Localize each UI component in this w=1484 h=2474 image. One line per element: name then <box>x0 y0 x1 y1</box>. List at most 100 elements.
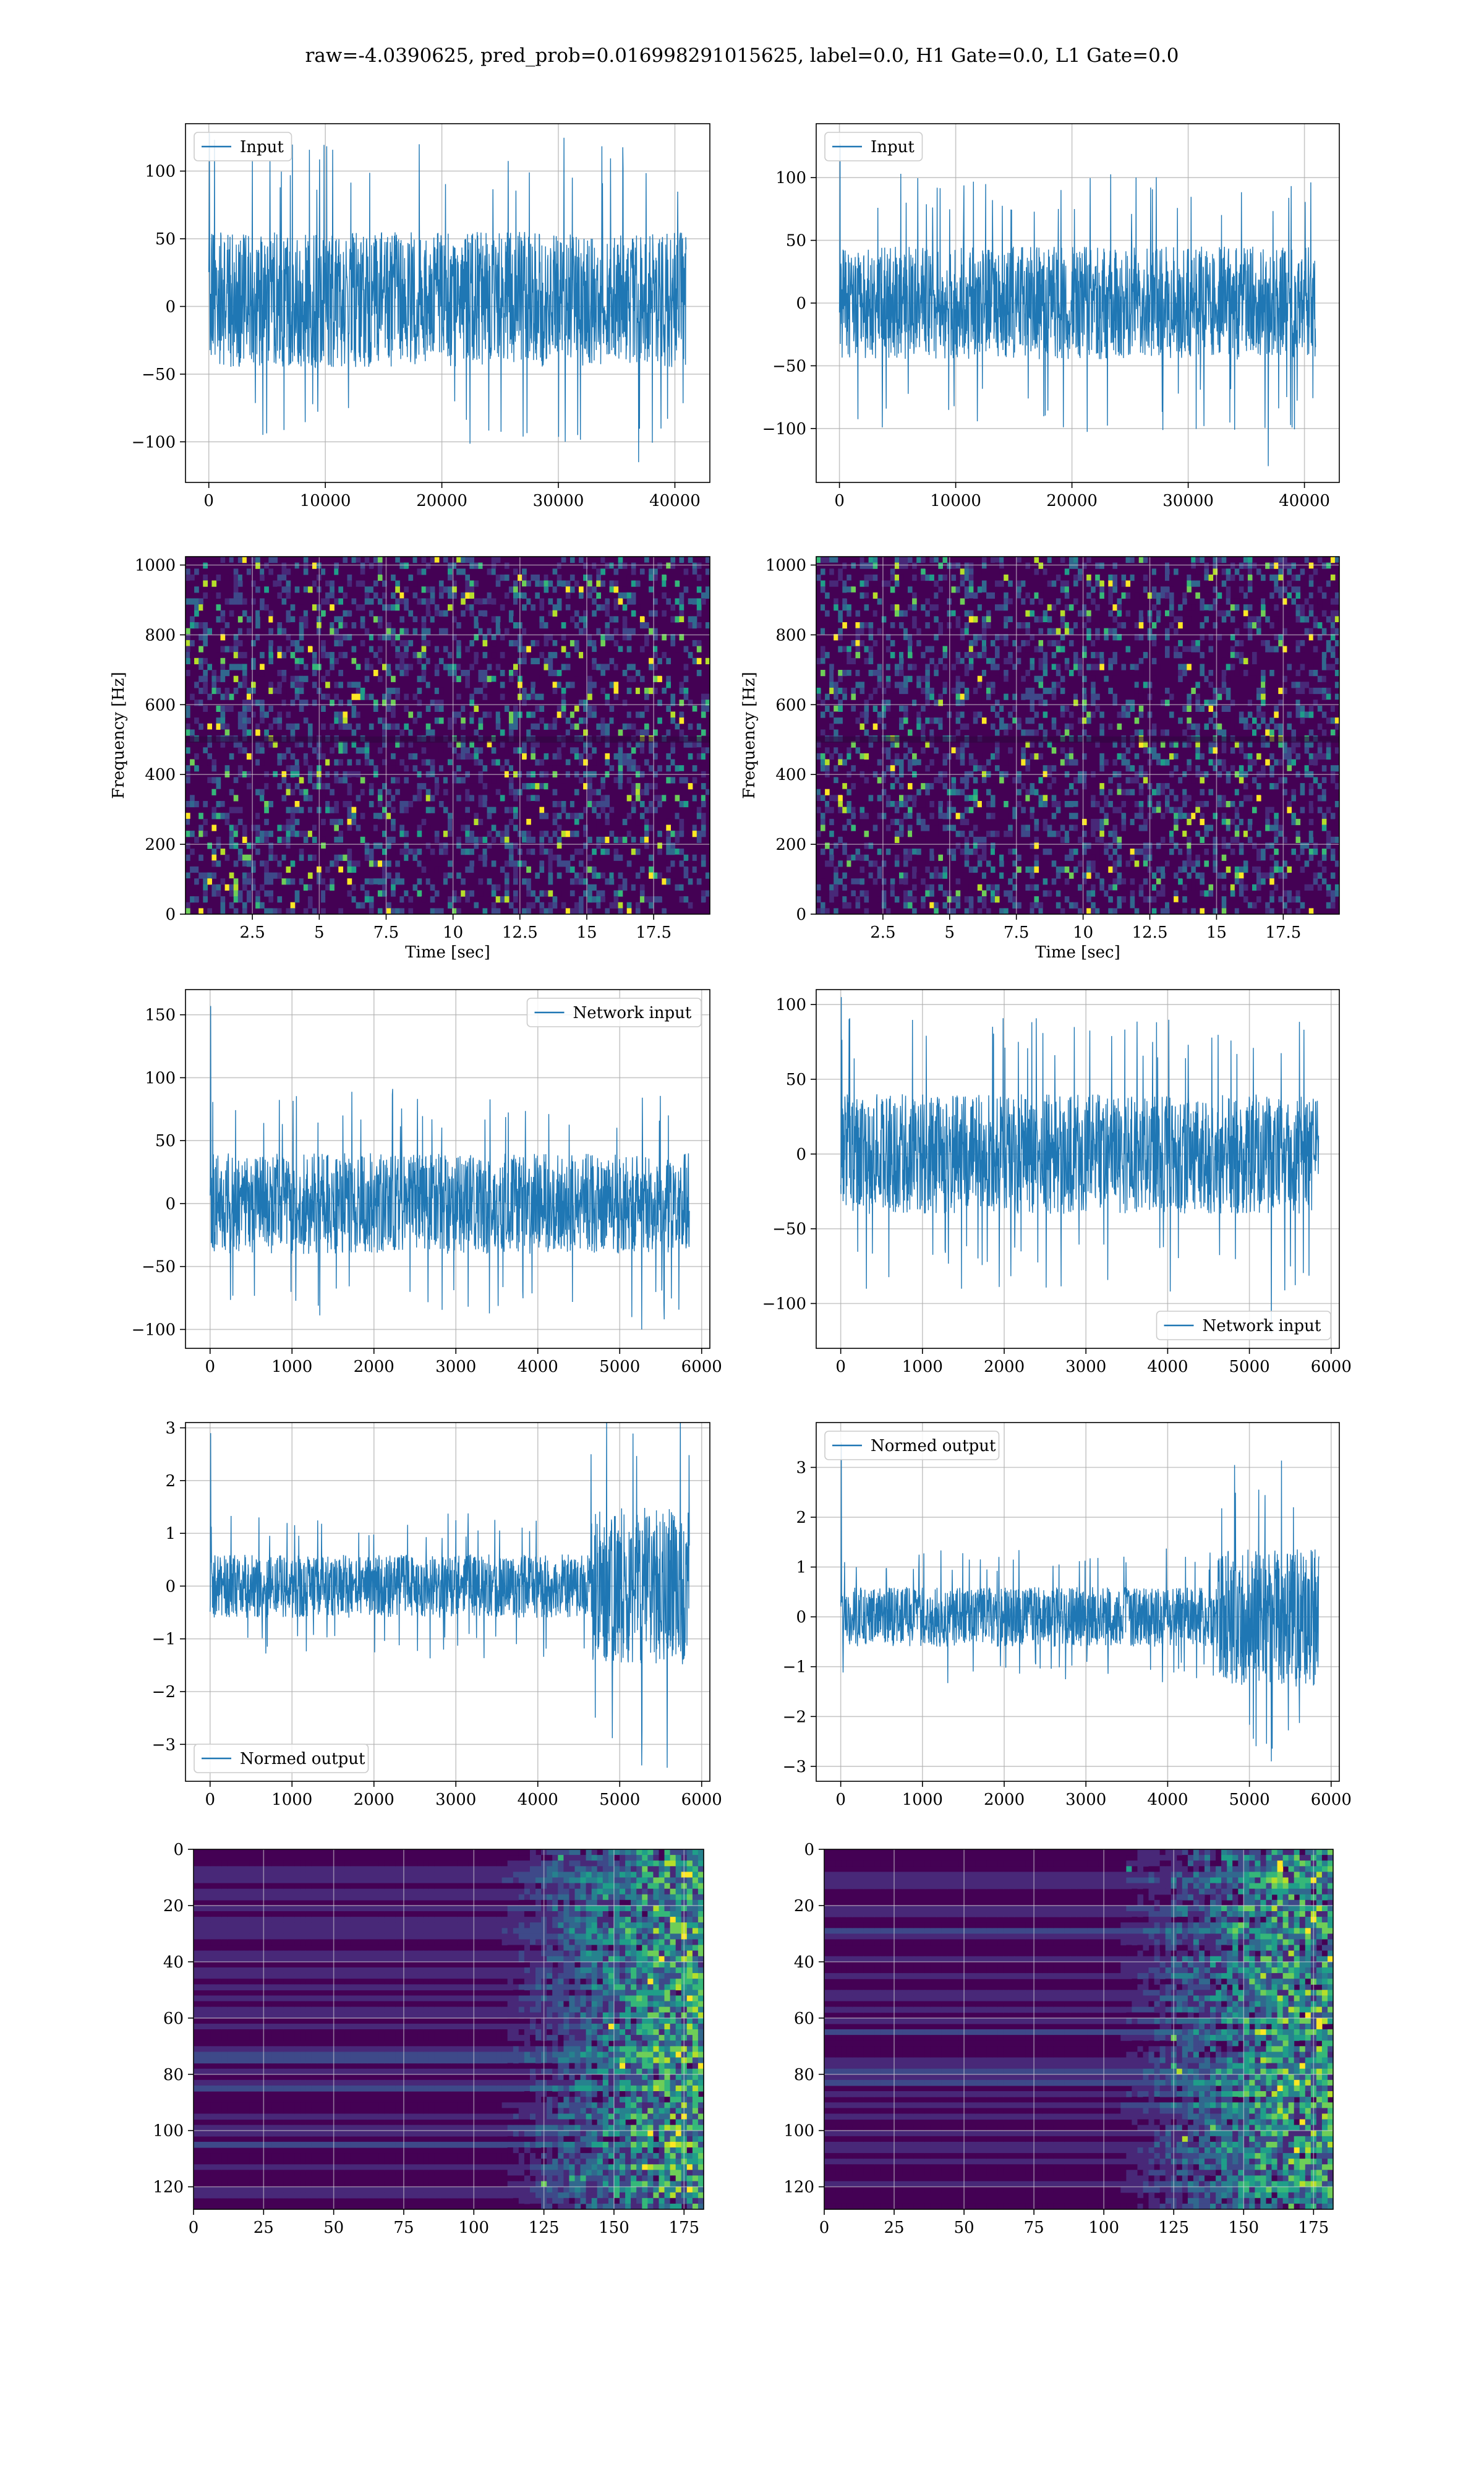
x-axis-label: Time [sec] <box>1035 943 1120 962</box>
x-tick-label: 150 <box>1228 2219 1259 2237</box>
y-tick-label: −50 <box>772 357 806 375</box>
x-tick-label: 40000 <box>1279 492 1330 510</box>
y-tick-label: 100 <box>783 2122 814 2141</box>
y-tick-label: −100 <box>762 420 806 439</box>
x-tick-label: 10 <box>1073 923 1093 942</box>
legend-label: Network input <box>1203 1317 1321 1335</box>
x-tick-label: 100 <box>1088 2219 1119 2237</box>
panel-l1-normed-output: 0 1000 2000 3000 4000 5000 6000 −3 −2 −1 0 1 2 3 Norme… <box>783 1422 1352 1809</box>
series-line-h1-input <box>208 133 687 463</box>
x-tick-label: 12.5 <box>1132 923 1168 942</box>
y-tick-label: 3 <box>796 1459 806 1478</box>
x-tick-label: 2000 <box>984 1358 1025 1376</box>
axes-frame <box>816 556 1340 915</box>
y-tick-label: 800 <box>775 626 806 644</box>
legend-label: Network input <box>573 1004 692 1022</box>
x-tick-label: 2.5 <box>870 923 895 942</box>
x-tick-label: 0 <box>834 492 845 510</box>
y-tick-label: 1000 <box>765 557 806 575</box>
y-tick-label: 80 <box>163 2066 184 2084</box>
y-tick-label: 120 <box>783 2178 814 2197</box>
y-tick-label: 400 <box>145 766 176 784</box>
series-line-h1-normed-output <box>210 1423 690 1768</box>
x-tick-label: 2000 <box>354 1791 394 1809</box>
x-tick-label: 10 <box>443 923 463 942</box>
series-line-h1-network-input <box>210 1006 690 1330</box>
figure-title: raw=-4.0390625, pred_prob=0.016998291015… <box>305 45 1179 67</box>
y-tick-label: 60 <box>794 2010 814 2028</box>
x-tick-label: 0 <box>205 1358 215 1376</box>
y-tick-label: 1 <box>165 1525 176 1543</box>
y-tick-label: 0 <box>796 1145 806 1164</box>
y-tick-label: 50 <box>786 1071 806 1089</box>
panel-h1-feature-map: 0 25 50 75 100 125 150 175 0 20 40 60 80 100 120 <box>153 1841 704 2237</box>
x-tick-label: 30000 <box>533 492 584 510</box>
x-tick-label: 1000 <box>902 1358 943 1376</box>
x-tick-label: 0 <box>819 2219 830 2237</box>
x-tick-label: 6000 <box>1311 1358 1352 1376</box>
heatmap-cells <box>186 557 710 914</box>
legend-label: Input <box>240 138 284 156</box>
x-tick-label: 2.5 <box>239 923 265 942</box>
x-tick-label: 12.5 <box>502 923 538 942</box>
y-tick-label: 0 <box>165 1577 176 1596</box>
y-tick-label: 0 <box>796 905 806 924</box>
x-axis-label: Time [sec] <box>405 943 490 962</box>
y-tick-label: 2 <box>165 1472 176 1491</box>
y-tick-label: −100 <box>132 1320 176 1339</box>
x-tick-label: 3000 <box>435 1358 476 1376</box>
y-tick-label: 150 <box>145 1006 176 1025</box>
axes-frame <box>816 1422 1340 1782</box>
series-line-l1-network-input <box>840 997 1320 1333</box>
x-tick-label: 75 <box>393 2219 414 2237</box>
x-tick-label: 150 <box>599 2219 629 2237</box>
x-tick-label: 5 <box>945 923 955 942</box>
x-tick-label: 0 <box>189 2219 199 2237</box>
legend-label: Input <box>871 138 915 156</box>
y-tick-label: 600 <box>145 696 176 714</box>
y-tick-label: 400 <box>775 766 806 784</box>
x-tick-label: 125 <box>1158 2219 1189 2237</box>
x-tick-label: 100 <box>458 2219 489 2237</box>
x-tick-label: 3000 <box>1065 1791 1106 1809</box>
y-tick-label: 3 <box>165 1419 176 1438</box>
x-tick-label: 10000 <box>300 492 351 510</box>
x-tick-label: 4000 <box>518 1791 558 1809</box>
x-tick-label: 25 <box>254 2219 274 2237</box>
y-tick-label: 100 <box>145 163 176 181</box>
axes-frame <box>816 989 1340 1349</box>
panel-l1-spectrogram: 2.5 5 7.5 10 12.5 15 17.5 0 200 400 600 800 1000 Time… <box>740 556 1340 962</box>
axes-frame <box>824 1849 1334 2210</box>
y-tick-label: 50 <box>155 1132 176 1150</box>
y-tick-label: 40 <box>163 1953 184 1972</box>
y-tick-label: 0 <box>165 297 176 316</box>
y-tick-label: −1 <box>152 1630 176 1649</box>
x-tick-label: 50 <box>954 2219 974 2237</box>
axes-frame <box>185 1422 710 1782</box>
heatmap-cells <box>824 1849 1333 2209</box>
y-tick-label: 0 <box>804 1841 814 1859</box>
series-line-l1-input <box>838 143 1316 466</box>
x-tick-label: 5000 <box>1229 1791 1270 1809</box>
x-tick-label: 50 <box>323 2219 344 2237</box>
x-tick-label: 3000 <box>1065 1358 1106 1376</box>
x-tick-label: 17.5 <box>1265 923 1301 942</box>
axes-frame <box>185 989 710 1349</box>
x-tick-label: 5000 <box>1229 1358 1270 1376</box>
x-tick-label: 175 <box>668 2219 699 2237</box>
x-tick-label: 6000 <box>1311 1791 1352 1809</box>
x-tick-label: 1000 <box>271 1791 312 1809</box>
x-tick-label: 0 <box>835 1358 846 1376</box>
x-tick-label: 20000 <box>1046 492 1098 510</box>
y-tick-label: 20 <box>794 1897 814 1915</box>
panel-l1-network-input: 0 1000 2000 3000 4000 5000 6000 −100 −50 0 50 100 Ne… <box>762 989 1352 1376</box>
x-tick-label: 5 <box>314 923 325 942</box>
x-tick-label: 15 <box>1206 923 1227 942</box>
y-tick-label: 100 <box>153 2122 184 2141</box>
y-tick-label: 200 <box>145 836 176 854</box>
y-tick-label: 60 <box>163 2010 184 2028</box>
y-tick-label: 800 <box>145 626 176 644</box>
grid <box>824 1849 1333 2209</box>
x-tick-label: 6000 <box>681 1791 722 1809</box>
panel-l1-feature-map: 0 25 50 75 100 125 150 175 0 20 40 60 80 100 120 <box>783 1841 1334 2237</box>
